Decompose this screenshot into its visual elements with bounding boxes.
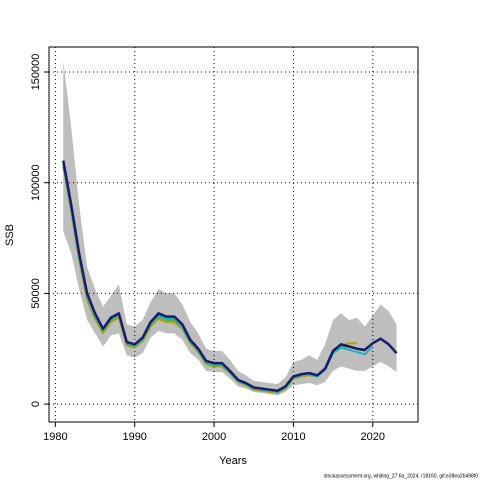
y-tick-label: 0 xyxy=(30,401,42,407)
plot-frame xyxy=(48,46,419,423)
x-tick-label: 1980 xyxy=(43,431,67,443)
y-tick-label: 50000 xyxy=(30,278,42,309)
footnote: stockassessment.org, whiting_27.6a_2024,… xyxy=(324,473,478,479)
x-tick-label: 2010 xyxy=(281,431,305,443)
x-axis-label: Years xyxy=(219,455,247,467)
x-tick-label: 1990 xyxy=(122,431,146,443)
y-tick-label: 150000 xyxy=(30,54,42,91)
x-tick-label: 2020 xyxy=(361,431,385,443)
series-line xyxy=(62,160,398,393)
y-axis-label: SSB xyxy=(4,224,16,246)
confidence-band xyxy=(63,60,397,396)
y-tick-label: 100000 xyxy=(30,164,42,201)
series-line xyxy=(62,167,357,395)
x-tick-label: 2000 xyxy=(202,431,226,443)
